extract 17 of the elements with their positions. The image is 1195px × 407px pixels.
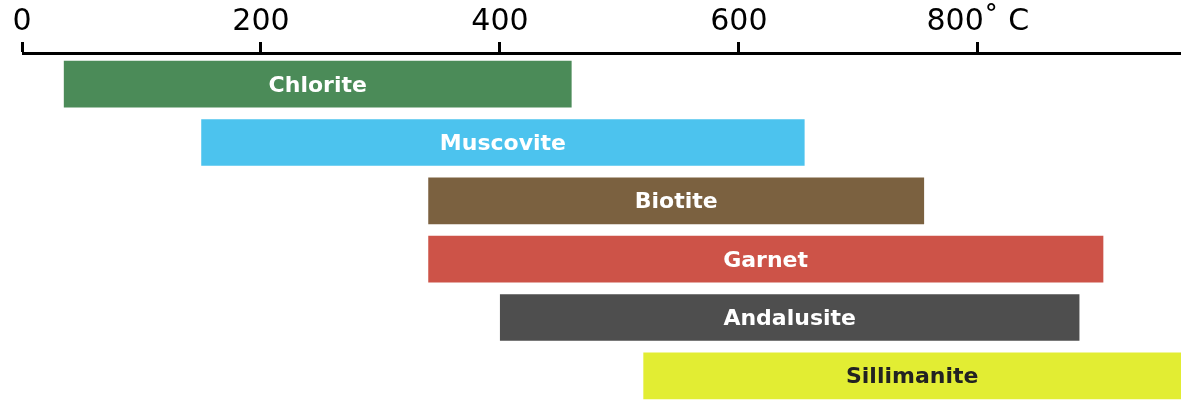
y-tick-label: Biotite <box>634 188 718 214</box>
x-tick-label: 0 <box>12 2 32 37</box>
x-tick-label: 200 <box>232 2 290 37</box>
x-tick-label: 800˚ C <box>926 2 1030 37</box>
bar <box>201 119 805 166</box>
bar <box>499 294 1080 341</box>
y-tick-label: Garnet <box>723 246 809 272</box>
bar <box>643 352 1181 400</box>
y-tick-label: Andalusite <box>723 305 856 330</box>
x-tick-label: 600 <box>710 2 768 37</box>
y-tick-label: Sillimanite <box>845 363 979 389</box>
y-tick-label: Chlorite <box>268 71 367 97</box>
bar <box>428 177 925 225</box>
y-tick-label: Muscovite <box>439 130 566 155</box>
bar <box>428 235 1104 283</box>
x-tick-label: 400 <box>471 2 529 37</box>
bar <box>63 60 572 108</box>
